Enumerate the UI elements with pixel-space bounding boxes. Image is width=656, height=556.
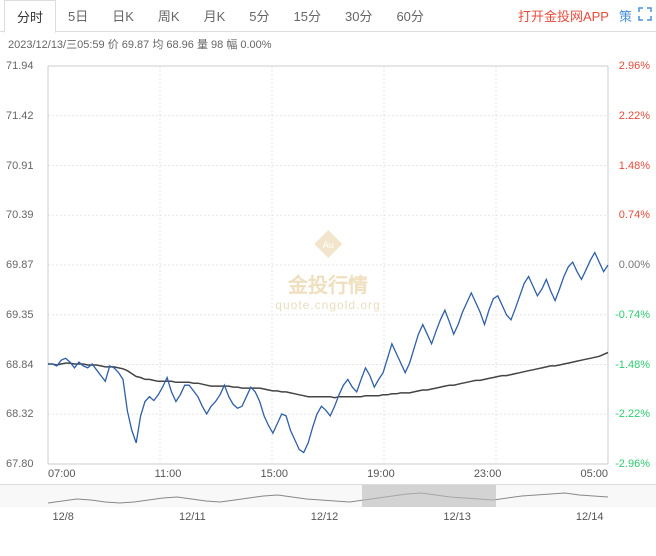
open-app-link[interactable]: 打开金投网APP: [512, 6, 615, 25]
nav-date: 12/13: [443, 511, 471, 523]
x-axis-labels: 07:00 11:00 15:00 19:00 23:00 05:00: [48, 468, 608, 484]
x-label: 19:00: [367, 468, 395, 484]
strategy-label: 策: [619, 6, 632, 25]
tab-0[interactable]: 分时: [4, 0, 56, 33]
y-right-label: -1.48%: [615, 359, 650, 371]
price-chart: Au 金投行情 quote.cngold.org 71.9471.4270.91…: [0, 56, 656, 484]
y-right-label: 0.74%: [619, 209, 650, 221]
x-label: 15:00: [261, 468, 289, 484]
y-left-label: 68.84: [6, 359, 34, 371]
y-right-label: -2.96%: [615, 458, 650, 470]
y-right-label: 0.00%: [619, 259, 650, 271]
x-label: 11:00: [155, 468, 182, 484]
navigator-selection[interactable]: [362, 485, 496, 507]
y-right-label: -2.22%: [615, 408, 650, 420]
y-left-label: 67.80: [6, 458, 34, 470]
navigator[interactable]: 12/8 12/11 12/12 12/13 12/14: [0, 484, 656, 534]
tab-4[interactable]: 月K: [192, 0, 238, 31]
y-left-label: 70.91: [6, 160, 34, 172]
y-left-label: 70.39: [6, 209, 34, 221]
nav-date: 12/11: [179, 511, 206, 523]
y-right-label: 2.22%: [619, 110, 650, 122]
y-left-label: 68.32: [6, 408, 34, 420]
x-label: 05:00: [580, 468, 608, 484]
nav-date: 12/8: [53, 511, 74, 523]
navigator-mini-chart[interactable]: [0, 485, 656, 507]
tab-5[interactable]: 5分: [237, 0, 281, 31]
tab-2[interactable]: 日K: [100, 0, 146, 31]
tab-7[interactable]: 30分: [333, 0, 384, 31]
y-right-label: -0.74%: [615, 309, 650, 321]
tab-6[interactable]: 15分: [282, 0, 333, 31]
tab-3[interactable]: 周K: [146, 0, 192, 31]
y-left-label: 69.35: [6, 309, 34, 321]
y-right-label: 2.96%: [619, 60, 650, 72]
x-label: 23:00: [474, 468, 502, 484]
info-bar: 2023/12/13/三05:59 价 69.87 均 68.96 量 98 幅…: [0, 32, 656, 56]
expand-icon[interactable]: [638, 7, 652, 24]
y-left-label: 71.42: [6, 110, 34, 122]
y-left-label: 69.87: [6, 259, 34, 271]
timeframe-tabs: 分时5日日K周K月K5分15分30分60分 打开金投网APP策: [0, 0, 656, 32]
y-right-label: 1.48%: [619, 160, 650, 172]
tab-8[interactable]: 60分: [384, 0, 435, 31]
navigator-dates: 12/8 12/11 12/12 12/13 12/14: [0, 507, 656, 523]
nav-date: 12/14: [576, 511, 604, 523]
tab-1[interactable]: 5日: [56, 0, 100, 31]
x-label: 07:00: [48, 468, 76, 484]
y-left-label: 71.94: [6, 60, 34, 72]
nav-date: 12/12: [311, 511, 339, 523]
